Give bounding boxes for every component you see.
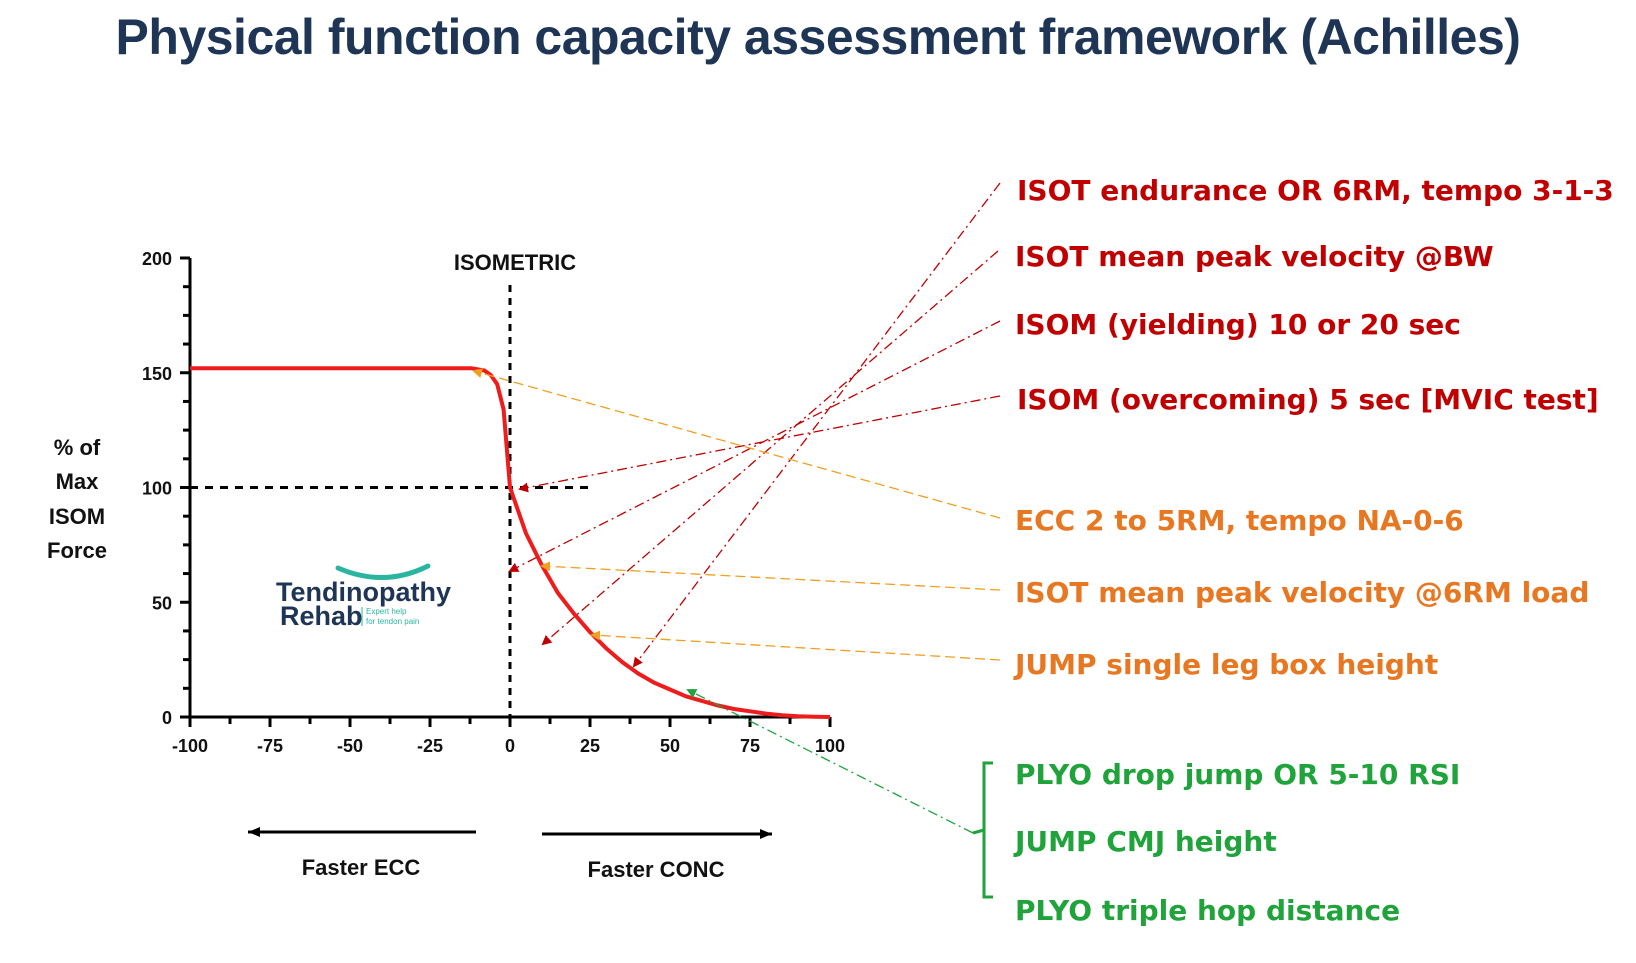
- y-tick-label: 0: [162, 708, 172, 728]
- logo-tagline-1: Expert help: [366, 607, 407, 616]
- y-tick-label: 50: [152, 593, 172, 613]
- label-plyo-triple-hop: PLYO triple hop distance: [1015, 894, 1400, 927]
- green-bracket: [972, 761, 993, 899]
- logo-swoosh-icon: [335, 563, 431, 580]
- label-plyo-drop-jump: PLYO drop jump OR 5-10 RSI: [1015, 758, 1460, 791]
- y-label-line-1: % of: [54, 435, 101, 460]
- x-tick-label: 0: [505, 736, 515, 756]
- label-jump-cmj: JUMP CMJ height: [1013, 825, 1277, 858]
- x-tick-label: 25: [580, 736, 600, 756]
- tendinopathy-rehab-logo: Tendinopathy Rehab Expert help for tendo…: [276, 563, 451, 631]
- connector-isot-velocity-6rm: [540, 561, 1001, 591]
- faster-conc-label: Faster CONC: [588, 857, 725, 882]
- faster-ecc-label: Faster ECC: [302, 855, 421, 880]
- force-velocity-curve: [190, 366, 831, 719]
- label-isom-overcoming: ISOM (overcoming) 5 sec [MVIC test]: [1017, 383, 1599, 416]
- connector-isot-endurance: [632, 182, 1001, 668]
- label-isot-velocity-6rm: ISOT mean peak velocity @6RM load: [1015, 576, 1589, 609]
- y-label-line-3: ISOM: [49, 504, 105, 529]
- logo-line-1: Tendinopathy: [276, 577, 451, 607]
- y-label-line-4: Force: [47, 538, 107, 563]
- connector-jump-box: [590, 630, 1001, 661]
- connector-ecc: [472, 368, 1001, 519]
- y-tick-label: 200: [142, 249, 172, 269]
- x-tick-label: -100: [172, 736, 208, 756]
- label-isot-velocity-bw: ISOT mean peak velocity @BW: [1015, 240, 1494, 273]
- logo-line-2: Rehab: [280, 601, 363, 631]
- y-tick-label: 100: [142, 479, 172, 499]
- logo-tagline-2: for tendon pain: [366, 617, 419, 626]
- page-title: Physical function capacity assessment fr…: [115, 9, 1521, 65]
- y-label-line-2: Max: [56, 469, 100, 494]
- connector-isom-yielding: [508, 320, 1001, 572]
- x-tick-label: -50: [337, 736, 363, 756]
- connector-isot-velocity-bw: [541, 250, 999, 646]
- x-tick-label: 100: [815, 736, 845, 756]
- y-tick-label: 150: [142, 364, 172, 384]
- isometric-label: ISOMETRIC: [454, 250, 576, 275]
- x-tick-label: 50: [660, 736, 680, 756]
- connector-plyo-green: [686, 689, 974, 834]
- label-jump-box: JUMP single leg box height: [1013, 648, 1438, 681]
- label-isom-yielding: ISOM (yielding) 10 or 20 sec: [1015, 308, 1461, 341]
- connector-isom-overcoming: [518, 395, 1001, 493]
- connector-lines: [472, 182, 1001, 899]
- x-tick-label: -75: [257, 736, 283, 756]
- x-tick-label: 75: [740, 736, 760, 756]
- label-isot-endurance: ISOT endurance OR 6RM, tempo 3-1-3: [1017, 174, 1614, 207]
- y-axis-label: % of Max ISOM Force: [47, 435, 107, 563]
- x-tick-label: -25: [417, 736, 443, 756]
- label-ecc: ECC 2 to 5RM, tempo NA-0-6: [1015, 504, 1464, 537]
